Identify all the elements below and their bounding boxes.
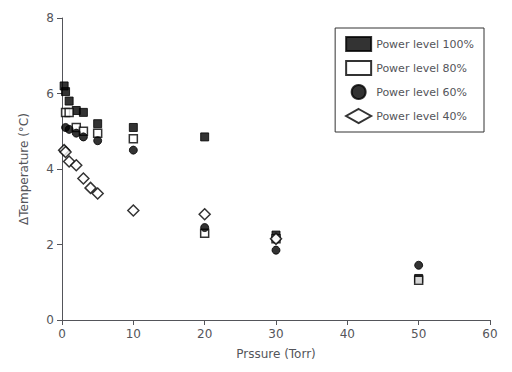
svg-text:0: 0 <box>58 327 66 341</box>
svg-text:40: 40 <box>340 327 355 341</box>
svg-text:20: 20 <box>197 327 212 341</box>
svg-text:2: 2 <box>46 238 54 252</box>
svg-text:Power level 80%: Power level 80% <box>376 62 467 75</box>
svg-text:30: 30 <box>268 327 283 341</box>
svg-text:8: 8 <box>46 11 54 25</box>
svg-text:0: 0 <box>46 313 54 327</box>
svg-text:Power level 60%: Power level 60% <box>376 86 467 99</box>
svg-text:Prssure (Torr): Prssure (Torr) <box>236 347 316 361</box>
svg-text:60: 60 <box>482 327 497 341</box>
svg-text:6: 6 <box>46 87 54 101</box>
svg-text:ΔTemperature (°C): ΔTemperature (°C) <box>17 113 31 225</box>
svg-text:4: 4 <box>46 162 54 176</box>
svg-text:Power level 40%: Power level 40% <box>376 110 467 123</box>
svg-text:10: 10 <box>126 327 141 341</box>
svg-text:50: 50 <box>411 327 426 341</box>
svg-text:Power level 100%: Power level 100% <box>376 38 474 51</box>
